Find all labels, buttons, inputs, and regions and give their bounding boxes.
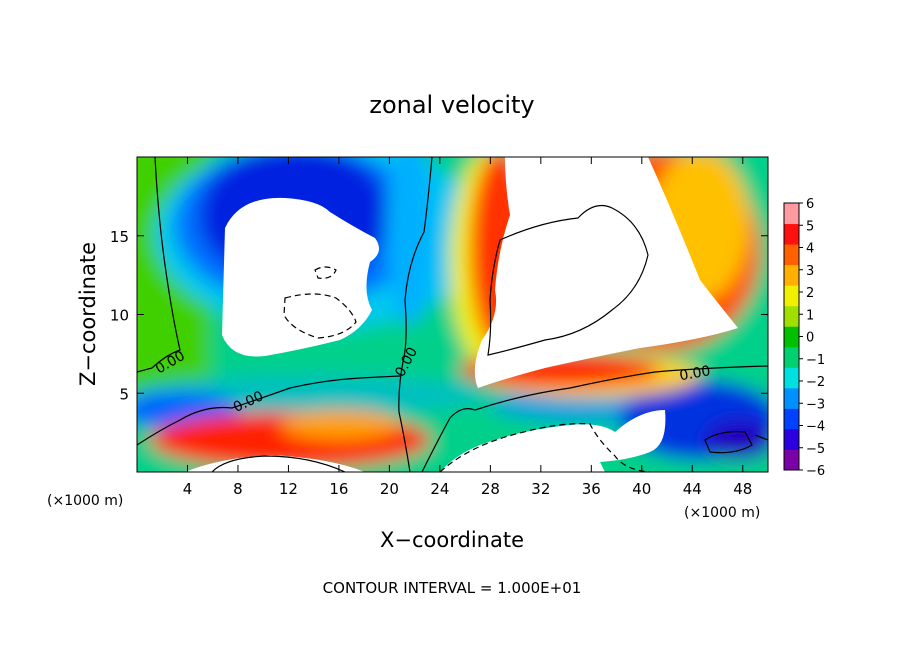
contour-label: 0.00 (678, 363, 711, 384)
x-tick-label: 36 (582, 480, 601, 498)
x-unit-right: (×1000 m) (684, 505, 760, 521)
zero-contour-middle (398, 157, 433, 472)
colorbar-tick-label: 1 (806, 308, 814, 323)
x-tick-label: 40 (632, 480, 651, 498)
zero-contour-lower-right (421, 365, 768, 472)
colorbar-swatch (784, 244, 799, 266)
colorbar-tick-label: −3 (806, 397, 825, 412)
y-tick-label: 10 (110, 307, 129, 325)
dashed-contour-middle (283, 293, 357, 339)
colorbar-swatch (784, 203, 799, 225)
colorbar-swatch (784, 428, 799, 450)
x-tick-label: 48 (733, 480, 752, 498)
colorbar-tick-label: 0 (806, 331, 814, 346)
colorbar-swatch (784, 285, 799, 307)
contour-bottom-right-box (704, 431, 753, 454)
colorbar-tick-label: −1 (806, 353, 825, 368)
velocity-field (137, 157, 768, 472)
x-axis-label: X−coordinate (380, 528, 524, 552)
colorbar-tick-label: −5 (806, 442, 825, 457)
x-tick-label: 24 (430, 480, 449, 498)
colorbar: 6 5 4 3 2 1 0 −1 −2 −3 −4 −5 −6 (783, 197, 825, 479)
colorbar-tick-label: −6 (806, 464, 825, 479)
colorbar-swatch (784, 223, 799, 245)
colorbar-tick-label: −2 (806, 375, 825, 390)
zero-contour-left (137, 157, 181, 373)
x-unit-left: (×1000 m) (47, 493, 123, 509)
colorbar-swatch (784, 264, 799, 286)
colorbar-tick-label: 2 (806, 286, 814, 301)
colorbar-tick-label: −4 (806, 420, 825, 435)
zero-contour-lower-left (137, 375, 401, 446)
contour-bottom-right-corner (754, 434, 768, 441)
contour-lines (137, 157, 768, 472)
colorbar-tick-label: 6 (806, 197, 814, 212)
x-tick-label: 12 (279, 480, 298, 498)
x-tick-label: 4 (183, 480, 193, 498)
colorbar-swatch (784, 449, 799, 471)
colorbar-swatch (784, 387, 799, 409)
dashed-contour-bottom-right (439, 423, 651, 472)
contour-bottom-solid (211, 455, 346, 472)
y-tick-label: 5 (119, 385, 129, 403)
colorbar-tick-label: 4 (806, 242, 814, 257)
x-tick-label: 16 (329, 480, 348, 498)
contour-upper-right (487, 205, 649, 356)
x-tick-label: 20 (380, 480, 399, 498)
x-tick-label: 28 (481, 480, 500, 498)
colorbar-swatch (784, 326, 799, 348)
x-tick-label: 44 (683, 480, 702, 498)
dashed-contour-small (314, 266, 337, 279)
colorbar-tick-label: 5 (806, 219, 814, 234)
x-tick-label: 32 (531, 480, 550, 498)
x-tick-label: 8 (233, 480, 243, 498)
y-tick-label: 15 (110, 228, 129, 246)
colorbar-swatch (784, 346, 799, 368)
colorbar-swatch (784, 305, 799, 327)
chart-title: zonal velocity (369, 91, 534, 119)
contour-interval-note: CONTOUR INTERVAL = 1.000E+01 (323, 579, 582, 597)
y-axis-label: Z−coordinate (76, 242, 100, 386)
contour-label-group: 0.00 (678, 363, 711, 384)
colorbar-swatch (784, 367, 799, 389)
colorbar-tick-label: 3 (806, 264, 814, 279)
colorbar-swatch (784, 408, 799, 430)
